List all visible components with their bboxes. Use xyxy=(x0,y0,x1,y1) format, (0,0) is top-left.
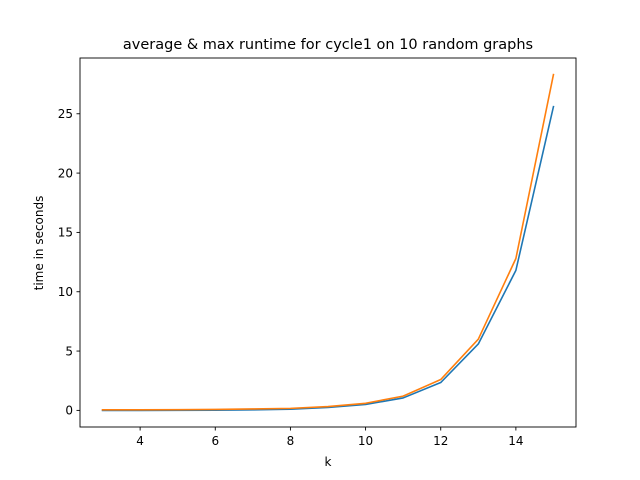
series-line-max xyxy=(101,73,555,411)
y-tick-label: 10 xyxy=(58,285,73,299)
x-tick-label: 6 xyxy=(211,434,219,448)
y-tick-label: 5 xyxy=(65,344,73,358)
x-axis-label: k xyxy=(325,455,332,469)
chart-title: average & max runtime for cycle1 on 10 r… xyxy=(123,37,533,53)
y-tick-label: 15 xyxy=(58,226,73,240)
series-layer xyxy=(101,73,555,412)
x-tick-label: 8 xyxy=(287,434,295,448)
plot-area-frame xyxy=(79,57,577,428)
y-tick-label: 20 xyxy=(58,166,73,180)
x-tick-label: 10 xyxy=(358,434,373,448)
tick-layer: 4 6 8 10 12 14 0 5 10 15 20 25 xyxy=(58,107,524,448)
x-tick-label: 14 xyxy=(508,434,523,448)
y-tick-label: 25 xyxy=(58,107,73,121)
y-tick-label: 0 xyxy=(65,404,73,418)
x-tick-label: 4 xyxy=(136,434,144,448)
series-line-average xyxy=(101,105,555,412)
x-tick-label: 12 xyxy=(433,434,448,448)
y-axis-label: time in seconds xyxy=(32,196,46,291)
